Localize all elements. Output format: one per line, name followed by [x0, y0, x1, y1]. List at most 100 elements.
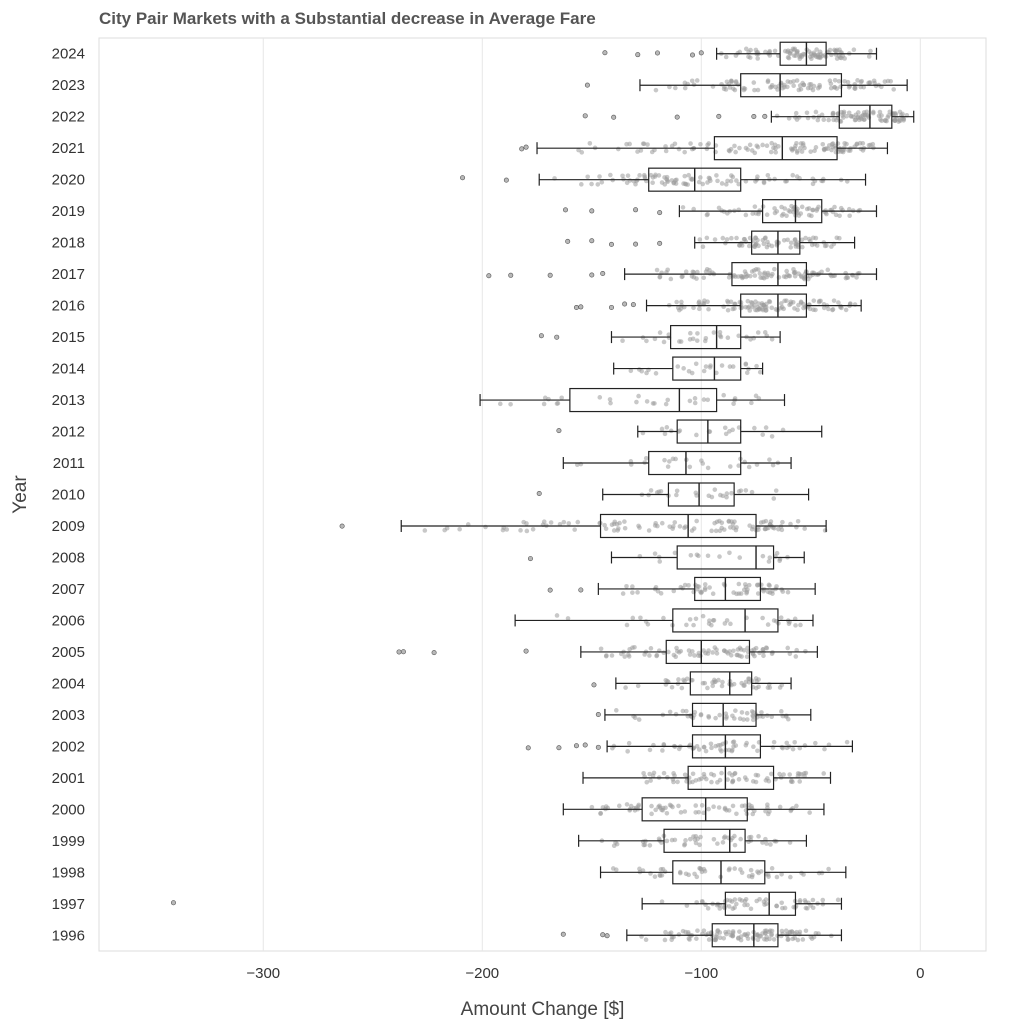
data-point — [773, 488, 779, 493]
data-point — [736, 935, 741, 941]
data-point — [659, 520, 665, 526]
data-point — [816, 204, 821, 210]
data-point — [693, 810, 699, 815]
data-point — [616, 803, 622, 809]
data-point — [793, 903, 799, 909]
data-point — [790, 172, 796, 178]
data-point — [789, 778, 794, 783]
data-point — [734, 235, 739, 241]
data-point — [744, 589, 750, 595]
data-point — [753, 645, 759, 651]
y-tick-label: 1998 — [52, 864, 85, 881]
data-point — [662, 937, 668, 943]
data-point — [787, 840, 793, 845]
data-point — [682, 772, 688, 778]
data-point — [623, 685, 628, 690]
data-point — [723, 716, 729, 721]
data-point — [756, 306, 762, 312]
data-point — [739, 654, 744, 659]
data-point — [750, 717, 756, 723]
x-tick-label: 0 — [916, 965, 924, 982]
data-point — [756, 870, 761, 876]
data-point — [800, 937, 806, 942]
data-point — [828, 85, 834, 91]
data-point — [778, 301, 784, 306]
outlier-point — [600, 270, 606, 276]
outlier-point — [589, 208, 595, 214]
data-point — [706, 141, 712, 146]
data-point — [861, 84, 867, 90]
data-point — [847, 213, 852, 219]
data-point — [734, 591, 739, 597]
box-2002 — [691, 734, 762, 759]
data-point — [658, 867, 664, 872]
data-point — [734, 901, 739, 907]
data-point — [681, 366, 686, 371]
data-point — [813, 307, 818, 313]
data-point — [785, 237, 790, 243]
data-point — [652, 874, 658, 879]
data-point — [637, 525, 642, 530]
data-point — [761, 275, 767, 281]
chart-title: City Pair Markets with a Substantial dec… — [99, 9, 596, 28]
data-point — [725, 300, 731, 305]
data-point — [790, 746, 796, 752]
data-point — [769, 714, 775, 720]
data-point — [617, 520, 622, 526]
data-point — [796, 271, 802, 277]
data-point — [781, 237, 787, 243]
outlier-point — [554, 334, 560, 340]
data-point — [785, 79, 791, 84]
data-point — [742, 902, 747, 908]
data-point — [729, 519, 734, 524]
data-point — [783, 928, 789, 934]
data-point — [616, 526, 621, 531]
data-point — [661, 615, 666, 621]
data-point — [702, 587, 708, 593]
box-2003 — [691, 702, 757, 727]
data-point — [714, 519, 720, 525]
data-point — [753, 307, 758, 313]
data-point — [705, 465, 711, 471]
data-point — [785, 589, 791, 595]
data-point — [785, 645, 791, 651]
data-point — [810, 176, 816, 182]
data-point — [846, 110, 852, 116]
data-point — [751, 80, 757, 85]
data-point — [725, 777, 730, 782]
data-point — [760, 237, 766, 243]
data-point — [693, 361, 699, 367]
data-point — [871, 78, 877, 84]
data-point — [700, 613, 706, 619]
data-point — [803, 770, 809, 776]
data-point — [743, 145, 749, 151]
data-point — [711, 618, 717, 623]
data-point — [712, 487, 718, 492]
data-point — [805, 906, 810, 911]
data-point — [714, 647, 719, 652]
outlier-point — [595, 744, 601, 750]
data-point — [810, 905, 816, 911]
data-point — [764, 713, 770, 718]
data-point — [846, 206, 852, 212]
data-point — [882, 79, 888, 84]
data-point — [644, 399, 650, 404]
data-point — [802, 898, 808, 903]
data-point — [707, 176, 713, 181]
data-point — [837, 235, 842, 241]
data-point — [765, 79, 771, 85]
outlier-point — [608, 304, 614, 310]
data-point — [689, 528, 695, 533]
data-point — [699, 803, 705, 808]
data-point — [769, 84, 774, 90]
data-point — [661, 770, 667, 776]
data-point — [811, 298, 817, 303]
data-point — [554, 613, 560, 618]
data-point — [737, 897, 742, 902]
data-point — [767, 555, 773, 560]
data-point — [730, 86, 736, 91]
data-point — [826, 117, 831, 123]
data-point — [695, 331, 700, 336]
outlier-point — [591, 682, 597, 688]
outlier-point — [565, 238, 571, 244]
